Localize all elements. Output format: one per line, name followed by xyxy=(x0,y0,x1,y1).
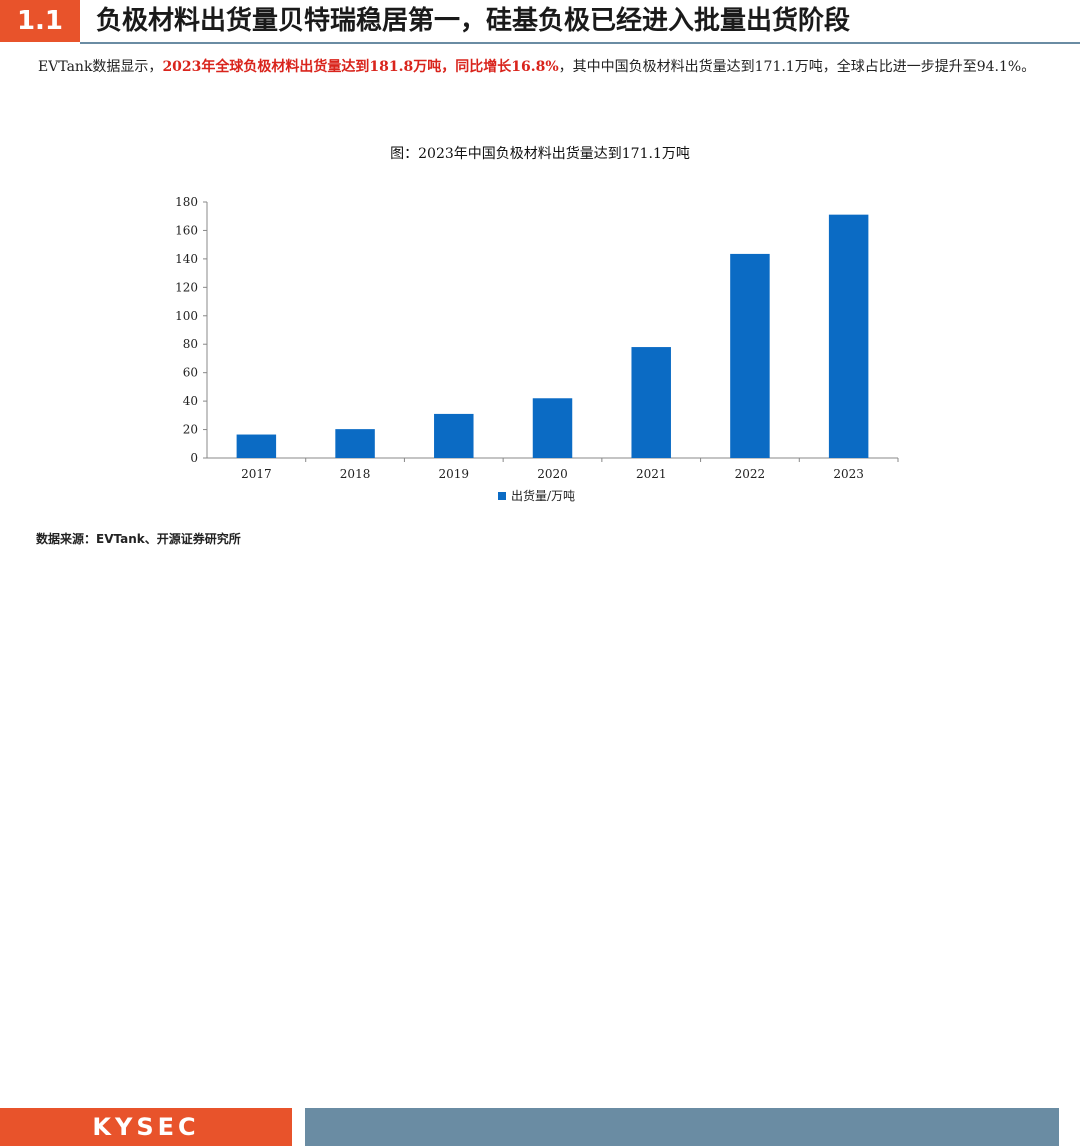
bar-chart: 0 20 40 60 80 100 120 140 160 180 2017 2018 2019 2020… xyxy=(175,195,899,503)
bar xyxy=(532,398,573,458)
y-tick-label: 100 xyxy=(175,309,198,323)
bar xyxy=(434,413,474,458)
x-tick-label: 2018 xyxy=(340,467,371,481)
footer: KYSEC xyxy=(0,554,1080,1146)
y-tick-label: 60 xyxy=(183,366,198,380)
kysec-logo: KYSEC xyxy=(0,1108,292,1146)
data-source: 数据来源：EVTank、开源证券研究所 xyxy=(36,532,241,546)
x-tick-label: 2020 xyxy=(537,467,568,481)
title-bar: 1.1 负极材料出货量贝特瑞稳居第一，硅基负极已经进入批量出货阶段 xyxy=(0,0,1080,44)
section-number: 1.1 xyxy=(0,0,80,42)
page-title: 负极材料出货量贝特瑞稳居第一，硅基负极已经进入批量出货阶段 xyxy=(96,6,851,36)
x-tick-label: 2023 xyxy=(833,467,864,481)
bar xyxy=(730,253,770,458)
bar xyxy=(631,347,671,458)
bar xyxy=(335,429,375,458)
summary-text: EVTank数据显示，2023年全球负极材料出货量达到181.8万吨，同比增长1… xyxy=(38,56,1048,78)
y-tick-label: 140 xyxy=(175,252,198,266)
x-tick-label: 2021 xyxy=(636,467,667,481)
x-tick-label: 2022 xyxy=(735,467,766,481)
summary-highlight: 2023年全球负极材料出货量达到181.8万吨，同比增长16.8% xyxy=(162,59,559,75)
bar xyxy=(236,434,277,458)
summary-part-2: ，其中中国负极材料出货量达到171.1万吨，全球占比进一步提升至94.1%。 xyxy=(558,59,1036,75)
y-tick-label: 120 xyxy=(175,280,198,294)
title-divider xyxy=(80,42,1080,44)
footer-bar xyxy=(305,1108,1059,1146)
summary-part-1: EVTank数据显示， xyxy=(38,59,163,75)
x-tick-label: 2019 xyxy=(439,467,470,481)
y-tick-label: 40 xyxy=(183,394,198,408)
legend-label: 出货量/万吨 xyxy=(511,488,575,503)
legend-swatch xyxy=(498,492,506,500)
y-tick-label: 180 xyxy=(175,195,198,209)
chart-title: 图：2023年中国负极材料出货量达到171.1万吨 xyxy=(390,146,690,162)
y-tick-label: 0 xyxy=(190,451,198,465)
y-tick-label: 80 xyxy=(183,337,198,351)
y-tick-label: 20 xyxy=(183,423,198,437)
y-tick-label: 160 xyxy=(175,223,198,237)
x-tick-label: 2017 xyxy=(241,467,272,481)
bar xyxy=(828,214,869,458)
